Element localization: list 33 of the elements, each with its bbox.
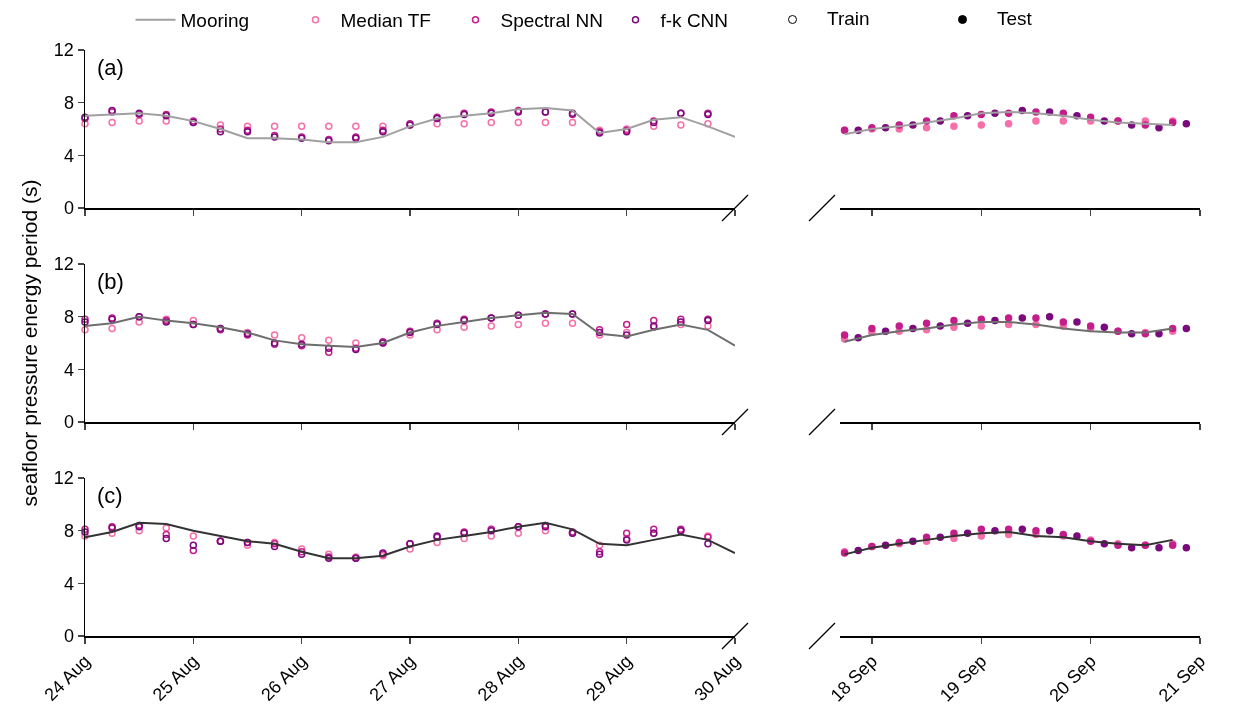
x-tick-label: 18 Sep [826, 651, 882, 706]
annotation: (c) [97, 483, 123, 508]
annotation: (a) [97, 55, 124, 80]
text: Train [827, 8, 870, 30]
y-tick-label: 12 [53, 468, 74, 489]
legend-label: Spectral NN [500, 10, 603, 32]
y-tick-label: 8 [63, 520, 74, 541]
y-tick-label: 12 [53, 254, 74, 275]
x-tick-label: 19 Sep [935, 651, 991, 706]
x-tick-label: 26 Aug [257, 651, 311, 705]
legend-label: Mooring [180, 10, 250, 32]
x-tick-label: 28 Aug [473, 651, 528, 705]
annotation: (b) [97, 269, 124, 294]
x-tick-label: 21 Sep [1154, 651, 1210, 706]
x-tick-label: 25 Aug [148, 651, 203, 705]
y-axis-title: seafloor pressure energy period (s) [18, 179, 42, 507]
legend-label: f-k CNN [660, 10, 729, 32]
y-tick-label: 0 [63, 198, 74, 219]
y-tick-label: 4 [63, 359, 74, 380]
y-tick-label: 12 [53, 40, 74, 61]
y-tick-label: 8 [63, 306, 74, 327]
y-tick-label: 4 [63, 145, 74, 166]
y-tick-label: 4 [63, 573, 74, 594]
y-tick-label: 0 [63, 626, 74, 647]
x-tick-label: 30 Aug [690, 651, 745, 705]
y-tick-label: 0 [63, 412, 74, 433]
x-tick-label: 29 Aug [582, 651, 636, 705]
x-tick-label: 20 Sep [1045, 651, 1100, 706]
x-tick-label: 27 Aug [365, 651, 420, 705]
x-tick-label: 24 Aug [40, 651, 95, 705]
y-tick-label: 8 [63, 92, 74, 113]
legend-label: Median TF [340, 10, 431, 32]
text: Test [997, 8, 1032, 30]
